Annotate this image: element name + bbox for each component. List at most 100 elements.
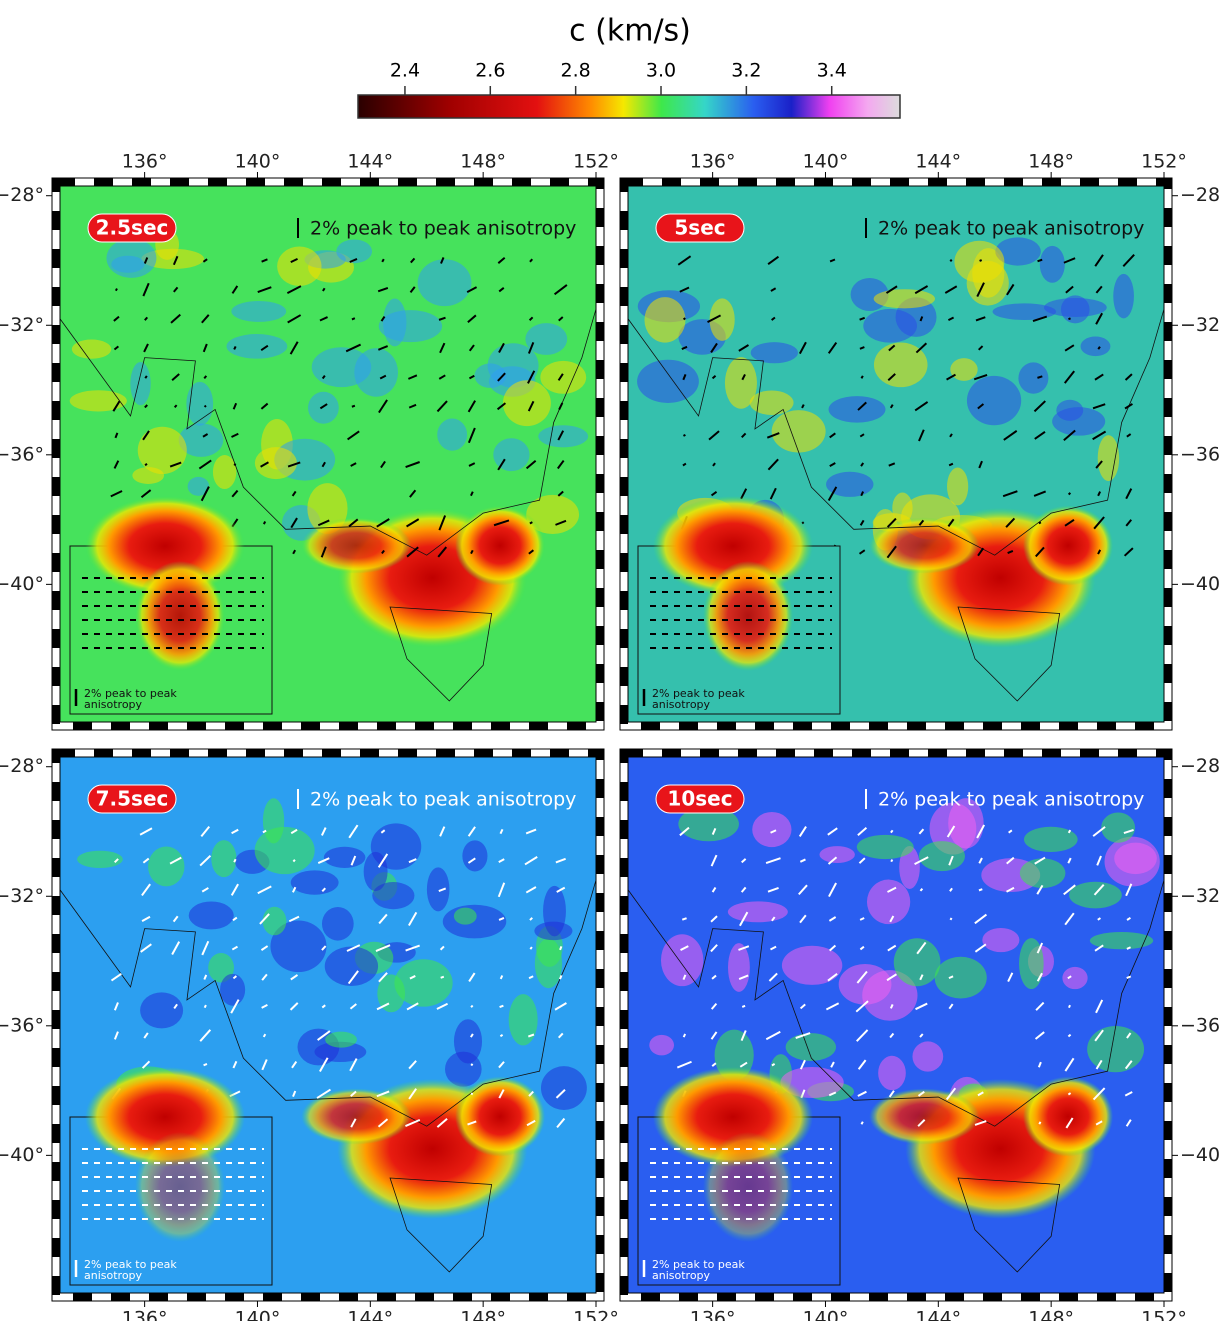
anomaly [322,907,354,941]
map-panel: 2% peak to peakanisotropy10sec2% peak to… [620,749,1219,1321]
anomaly [371,823,421,869]
anomaly [1098,435,1119,481]
anomaly [535,939,562,989]
anomaly [454,1019,482,1063]
anisotropy-bar [861,376,862,378]
anisotropy-bar [500,1006,504,1007]
anomaly [649,1035,674,1055]
anomaly [919,841,965,871]
scale-label: 2% peak to peak anisotropy [310,218,576,240]
anomaly [541,1066,587,1110]
x-tick-label: 140° [803,151,849,173]
y-tick-label: −36° [0,443,44,465]
anomaly [534,922,572,941]
anomaly [437,418,467,450]
scale-label: 2% peak to peak anisotropy [878,789,1144,811]
anisotropy-bar [145,376,147,378]
anomaly [226,334,287,359]
anomaly [220,974,245,1006]
anisotropy-bar [684,318,686,319]
anomaly [324,847,366,868]
anomaly-hot [455,505,545,585]
anomaly [189,901,234,929]
anomaly [912,1041,943,1071]
anomaly [263,907,287,935]
anisotropy-bar [1068,1035,1070,1037]
anisotropy-bar [891,860,892,862]
anomaly-hot [1023,1076,1113,1156]
x-tick-label: 148° [1028,1308,1074,1321]
map-content: 2% peak to peakanisotropy [60,757,596,1293]
anomaly [935,957,987,999]
anomaly [829,396,886,423]
colorbar-tick-label: 2.8 [561,60,591,82]
anisotropy-bar [1039,1122,1040,1124]
y-tick-label: −40° [1180,573,1219,595]
y-tick-label: −40° [0,573,44,595]
y-tick-label: −36° [1180,1014,1219,1036]
anomaly [454,908,477,925]
anisotropy-bar [1069,830,1071,833]
anisotropy-bar [772,1064,775,1066]
x-tick-label: 144° [915,151,961,173]
anomaly [894,938,941,986]
anomaly [277,247,321,286]
anomaly [503,380,551,426]
x-tick-label: 148° [1028,151,1074,173]
anisotropy-bar [501,975,503,978]
anomaly [312,347,372,387]
anisotropy-bar [950,260,951,262]
x-tick-label: 152° [573,1308,619,1321]
x-tick-label: 144° [915,1308,961,1321]
anomaly [782,946,842,985]
anomaly-hot [869,517,979,573]
period-label: 7.5sec [96,787,169,811]
anisotropy-bar [471,1064,472,1066]
anomaly [427,867,450,911]
anomaly-hot [869,1088,979,1144]
anomaly [878,1056,906,1090]
anomaly [211,840,236,877]
anisotropy-bar [145,464,147,466]
anomaly [538,425,588,447]
anomaly-hot [301,517,411,573]
anomaly-hot [1023,505,1113,585]
anisotropy-bar [861,1122,862,1125]
anomaly [1101,813,1135,843]
anomaly [130,362,150,405]
anisotropy-bar [234,859,235,862]
colorbar-tick-label: 3.4 [817,60,847,82]
anomaly [1040,246,1065,283]
map-content: 2% peak to peakanisotropy [628,757,1164,1293]
anomaly [72,340,111,359]
anomaly [947,467,968,505]
scale-label: 2% peak to peak anisotropy [310,789,576,811]
anisotropy-bar [979,889,982,890]
y-tick-label: −36° [1180,443,1219,465]
anisotropy-bar [264,1034,266,1037]
y-tick-label: −28° [0,184,44,206]
anomaly [1052,407,1105,436]
anisotropy-bar [980,260,982,261]
anisotropy-bar [1098,347,1100,349]
anisotropy-bar [352,318,355,319]
figure: c (km/s) 2.42.62.83.03.23.42% peak to pe… [0,0,1219,1321]
anomaly [372,882,414,909]
inset-label: anisotropy [652,698,711,711]
anomaly [525,323,567,355]
anomaly [255,827,315,874]
anomaly [1081,336,1111,356]
anomaly [509,994,538,1045]
anomaly [967,376,1021,425]
anomaly [637,360,699,403]
x-tick-label: 136° [690,1308,736,1321]
x-tick-label: 152° [1141,1308,1187,1321]
anisotropy-bar [116,289,117,291]
anomaly [418,259,472,306]
colorbar-tick-label: 3.2 [731,60,761,82]
anomaly [772,410,826,453]
anisotropy-bar [204,1064,207,1065]
anomaly [644,297,685,343]
